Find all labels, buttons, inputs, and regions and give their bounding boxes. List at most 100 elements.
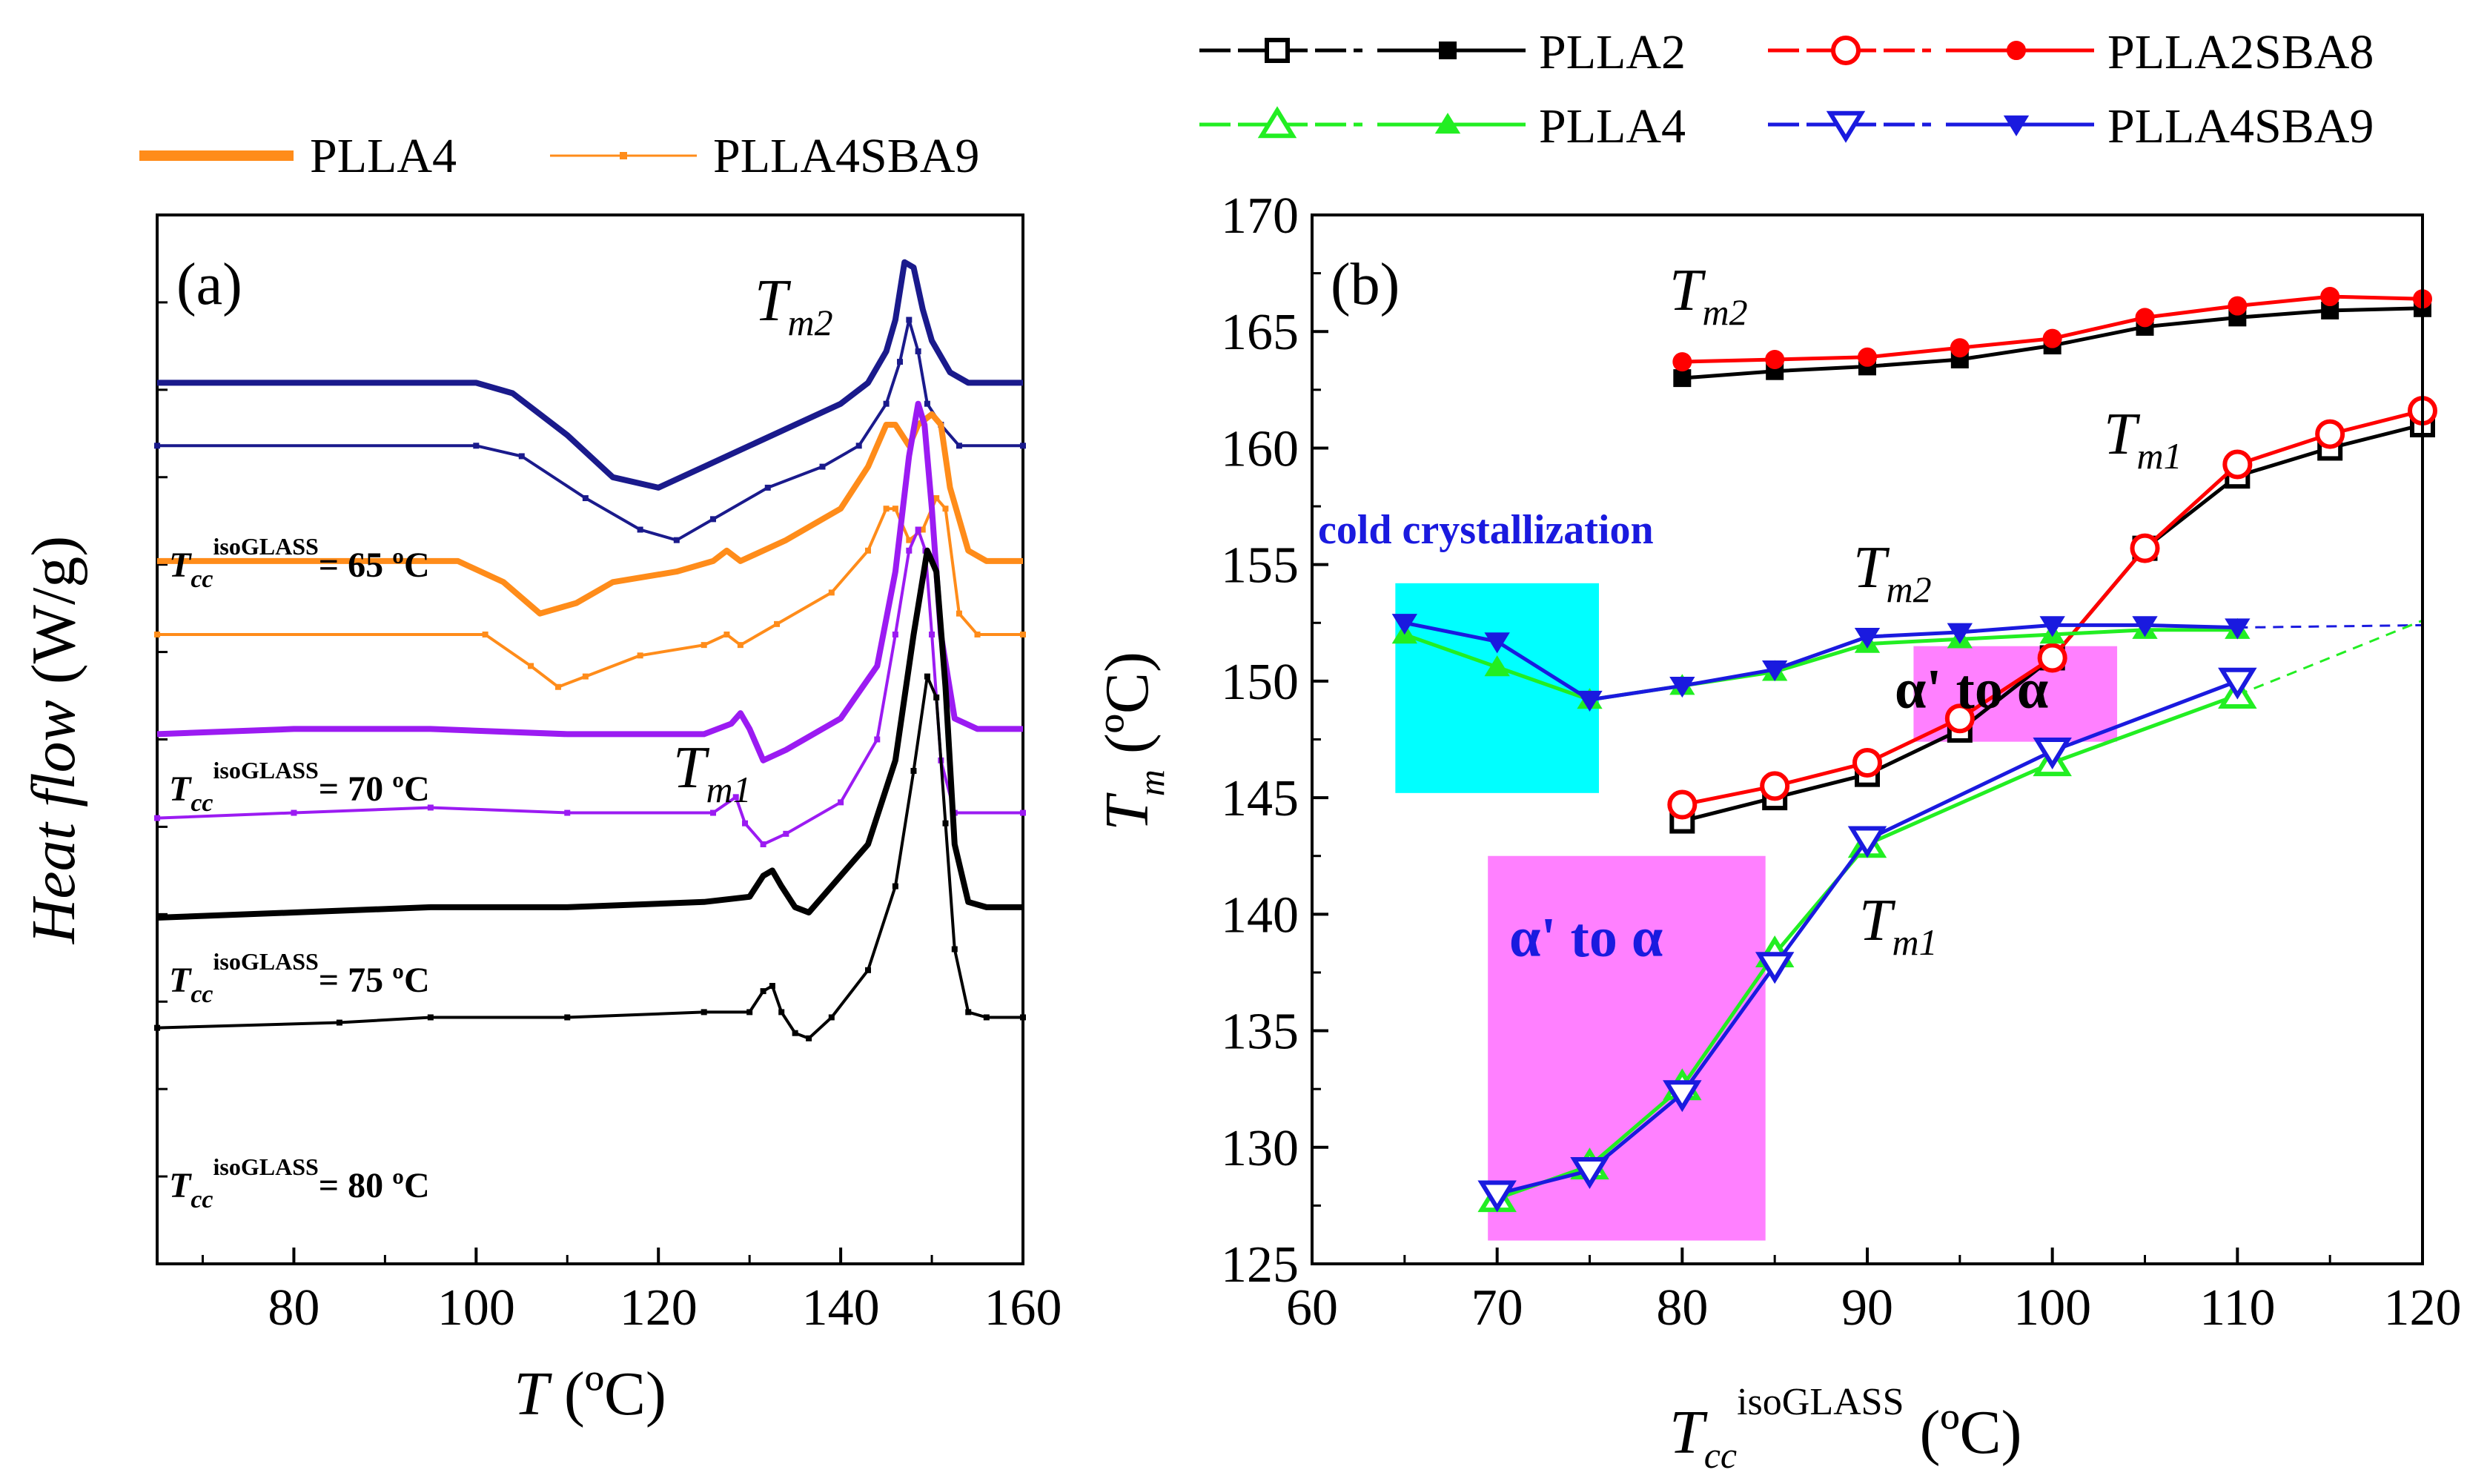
curve-marker-plla4sba9-80-c xyxy=(564,1014,571,1021)
curve-marker-plla4sba9-65-c xyxy=(582,495,589,502)
point-plla4sba9-tm2-110 xyxy=(2225,618,2251,640)
curve-marker-plla4sba9-75-c xyxy=(915,526,921,533)
point-plla4sba9-tm2-75 xyxy=(1577,690,1603,712)
series-line-plla4-tm2 xyxy=(1403,628,2238,702)
legend-a: PLLA4 PLLA4SBA9 xyxy=(139,129,979,183)
curve-marker-plla4sba9-65-c xyxy=(924,400,930,407)
y-tick-label-b-160: 160 xyxy=(1221,420,1299,477)
y-tick-label-b-130: 130 xyxy=(1221,1120,1299,1177)
curve-plla4-70-c xyxy=(157,411,1023,617)
curve-marker-plla4sba9-75-c xyxy=(838,799,844,806)
curve-marker-plla4sba9-80-c xyxy=(746,1009,753,1016)
curve-plla4-65-c xyxy=(157,259,1023,491)
condition-label-1: TccisoGLASS= 65 ºC xyxy=(169,533,430,593)
point-plla2sba8-tm2-85 xyxy=(1765,349,1785,369)
point-plla2sba8-tm1-110 xyxy=(2222,449,2253,480)
curve-marker-plla4sba9-65-c xyxy=(154,443,160,449)
condition-label-3: TccisoGLASS= 75 ºC xyxy=(169,948,430,1008)
curve-plla4sba9-80-c xyxy=(156,675,1023,1040)
curve-marker-plla4sba9-65-c xyxy=(906,317,913,323)
curve-marker-plla4sba9-80-c xyxy=(951,946,958,953)
curve-marker-plla4sba9-75-c xyxy=(783,830,789,837)
curve-marker-plla4sba9-80-c xyxy=(983,1014,990,1021)
curve-marker-plla4sba9-65-c xyxy=(915,348,921,354)
curve-marker-plla4sba9-80-c xyxy=(942,820,949,827)
curve-marker-plla4sba9-70-c xyxy=(828,589,835,596)
x-tick-label-a-160: 160 xyxy=(984,1279,1062,1336)
x-tick-label-a-100: 100 xyxy=(437,1279,515,1336)
curve-marker-plla4sba9-80-c xyxy=(701,1009,707,1016)
panel-a: PLLA4 PLLA4SBA9 80 100 120 140 160 (a) Tm2 T… xyxy=(19,129,1062,1428)
curve-marker-plla4sba9-80-c xyxy=(427,1014,434,1021)
curve-marker-plla4sba9-75-c xyxy=(564,809,571,816)
curves-a xyxy=(154,259,1026,1041)
legend-b-filled-marker-plla4 xyxy=(1434,113,1461,134)
curve-plla4sba9-65-c xyxy=(157,318,1023,542)
y-tick-label-b-140: 140 xyxy=(1221,887,1299,944)
x-axis-label-a: T (ºC) xyxy=(514,1359,666,1428)
panel-label-a: (a) xyxy=(176,252,242,317)
curve-marker-plla4sba9-75-c xyxy=(291,809,297,816)
curve-marker-plla4sba9-80-c xyxy=(933,694,940,700)
point-plla2sba8-tm1-105 xyxy=(2130,533,2160,563)
curve-marker-plla4sba9-70-c xyxy=(919,526,926,533)
series-b xyxy=(1391,287,2437,1213)
point-plla4-tm2-70 xyxy=(1484,655,1510,677)
curve-marker-plla4sba9-80-c xyxy=(760,988,766,995)
annotation-tm1-a: Tm1 xyxy=(673,735,752,810)
point-plla2sba8-tm1-100 xyxy=(2037,643,2067,673)
curve-marker-plla4sba9-65-c xyxy=(883,400,890,407)
x-tick-label-a-120: 120 xyxy=(620,1279,698,1336)
curve-marker-plla4sba9-70-c xyxy=(883,506,890,512)
curve-marker-plla4sba9-70-c xyxy=(154,632,160,637)
curve-marker-plla4sba9-70-c xyxy=(582,673,589,680)
legend-b-open-marker-plla2 xyxy=(1265,38,1290,63)
curve-marker-plla4sba9-80-c xyxy=(924,673,930,680)
curve-marker-plla4sba9-70-c xyxy=(942,506,949,512)
point-plla4sba9-tm2-85 xyxy=(1761,660,1788,682)
annotation-tm1-right: Tm1 xyxy=(2104,402,2182,477)
y-tick-label-b-145: 145 xyxy=(1221,770,1299,827)
ticks-b: 60 70 80 90 100 110 120 125 130 135 140 145 150 155 16… xyxy=(1221,188,2462,1336)
curve-marker-plla4sba9-80-c xyxy=(892,883,898,890)
curve-marker-plla4sba9-80-c xyxy=(965,1009,972,1016)
curve-marker-plla4sba9-70-c xyxy=(974,632,981,637)
point-plla4sba9-tm1-110 xyxy=(2218,667,2257,700)
curve-marker-plla4sba9-75-c xyxy=(892,632,898,637)
point-plla2sba8-tm1-95 xyxy=(1944,703,1975,734)
panel-b: PLLA2 PLLA2SBA8 PLLA4 PLLA4SBA9 60 70 80 90 100… xyxy=(1093,25,2462,1476)
curve-marker-plla4sba9-65-c xyxy=(709,516,716,523)
y-tick-label-b-150: 150 xyxy=(1221,654,1299,711)
condition-labels: TccisoGLASS= 65 ºC TccisoGLASS= 70 ºC Tcci… xyxy=(169,533,430,1213)
curve-marker-plla4sba9-75-c xyxy=(427,804,434,811)
curve-marker-plla4sba9-80-c xyxy=(769,983,775,990)
curve-marker-plla4sba9-65-c xyxy=(518,453,525,460)
y-tick-label-b-155: 155 xyxy=(1221,537,1299,594)
annotation-alpha-to-alpha-large: α' to α xyxy=(1509,907,1663,969)
x-tick-label-b-110: 110 xyxy=(2199,1279,2275,1336)
curve-marker-plla4sba9-70-c xyxy=(906,537,913,543)
curve-marker-plla4sba9-75-c xyxy=(732,794,739,801)
legend-a-label-plla4sba9: PLLA4SBA9 xyxy=(713,129,979,183)
y-tick-label-b-135: 135 xyxy=(1221,1004,1299,1061)
plot-frame-a xyxy=(156,213,1024,1265)
legend-a-marker-plla4sba9 xyxy=(620,152,627,159)
legend-b-filled-marker-plla4sba9 xyxy=(2003,115,2030,136)
shaded-region-cold-crystallization xyxy=(1395,583,1599,793)
legend-b-open-marker-plla4sba9 xyxy=(1826,110,1866,143)
curve-marker-plla4sba9-75-c xyxy=(929,632,935,637)
curve-marker-plla4sba9-75-c xyxy=(760,841,766,847)
series-line-plla4sba9-tm2 xyxy=(1404,620,2238,702)
point-plla2sba8-tm1-80 xyxy=(1667,789,1698,820)
point-plla4sba9-tm1-100 xyxy=(2033,738,2072,769)
y-tick-label-b-125: 125 xyxy=(1221,1236,1299,1293)
point-plla4sba9-tm2-105 xyxy=(2132,616,2158,637)
curve-marker-plla4sba9-70-c xyxy=(864,547,871,554)
curve-marker-plla4sba9-70-c xyxy=(933,495,940,502)
point-plla2sba8-tm1-115 xyxy=(2315,419,2345,449)
x-tick-label-b-90: 90 xyxy=(1841,1279,1893,1336)
legend-a-label-plla4: PLLA4 xyxy=(310,129,457,183)
annotation-tm2-a: Tm2 xyxy=(755,268,833,343)
curve-marker-plla4sba9-65-c xyxy=(473,443,480,449)
